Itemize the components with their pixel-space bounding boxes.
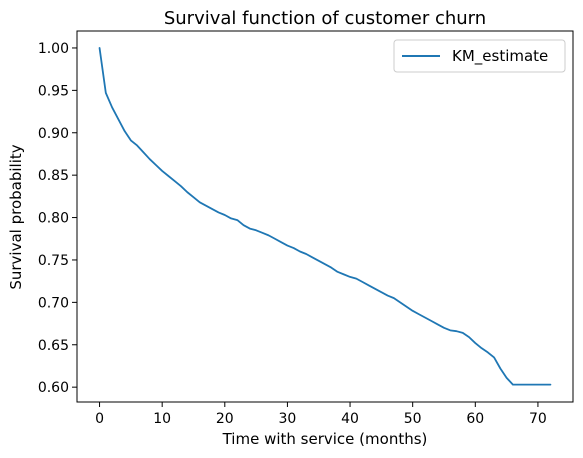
y-tick-label: 0.65: [38, 338, 69, 354]
y-tick-label: 0.95: [38, 83, 69, 99]
x-tick-label: 10: [153, 411, 171, 427]
x-tick-label: 20: [216, 411, 234, 427]
legend-box: [393, 39, 566, 73]
y-axis: 0.60 0.65 0.70 0.75 0.80 0.85 0.90 0.95 1.00: [38, 41, 77, 396]
x-tick-label: 70: [529, 411, 547, 427]
y-tick-label: 0.90: [38, 126, 69, 142]
chart-title: Survival function of customer churn: [164, 8, 486, 29]
x-tick-label: 60: [466, 411, 484, 427]
x-tick-label: 40: [341, 411, 359, 427]
y-tick-label: 1.00: [38, 41, 69, 57]
legend-label-km-estimate: KM_estimate: [452, 47, 548, 66]
y-tick-label: 0.80: [38, 211, 69, 227]
y-axis-label: Survival probability: [7, 144, 25, 289]
y-tick-label: 0.85: [38, 168, 69, 184]
x-tick-label: 30: [279, 411, 297, 427]
x-axis: 0 10 20 30 40 50 60 70: [95, 402, 547, 427]
x-tick-label: 50: [404, 411, 422, 427]
y-tick-label: 0.70: [38, 295, 69, 311]
y-tick-label: 0.75: [38, 253, 69, 269]
series-line-km-estimate: [98, 47, 552, 386]
x-axis-label: Time with service (months): [222, 430, 428, 448]
axes-frame: [76, 30, 574, 403]
y-tick-label: 0.60: [38, 380, 69, 396]
x-tick-label: 0: [95, 411, 104, 427]
plot-area: [76, 30, 574, 403]
legend: KM_estimate: [393, 39, 566, 73]
